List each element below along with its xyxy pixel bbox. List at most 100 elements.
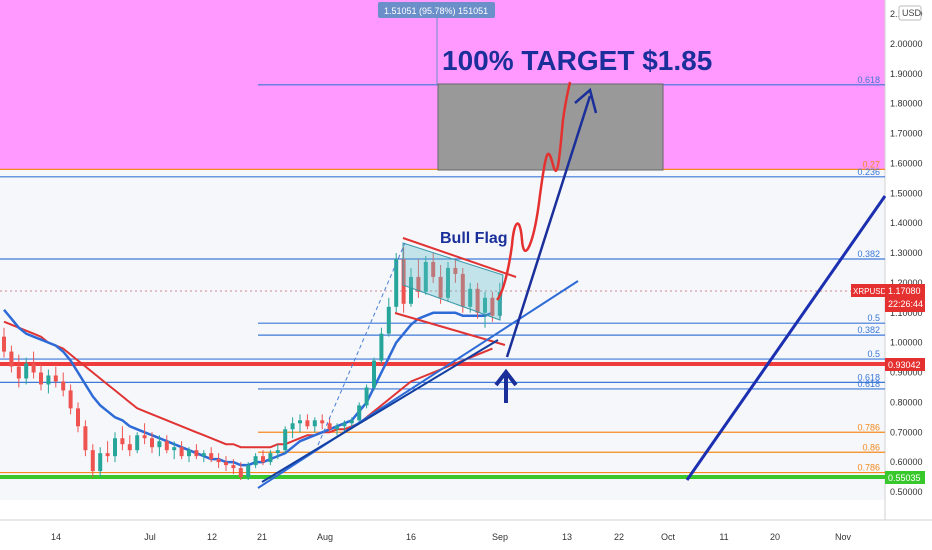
candle-body: [386, 306, 391, 334]
candle-body: [194, 450, 199, 457]
x-tick-label: 16: [406, 532, 416, 542]
flag-top-line: [402, 237, 517, 278]
fib-label: 0.618: [857, 372, 880, 382]
candles: [2, 247, 502, 481]
candle-body: [246, 465, 251, 478]
candle-body: [446, 267, 450, 298]
candle-body: [24, 363, 29, 379]
candle-body: [179, 447, 184, 457]
candle-body: [372, 360, 376, 388]
support-price-tag: [885, 358, 925, 371]
fib-label: 0.618: [857, 379, 880, 389]
candle-body: [83, 426, 88, 451]
candle-body: [283, 429, 288, 451]
y-tick-label: 1.70000: [890, 129, 923, 139]
fib-levels: 0.6180.270.2360.3820.50.3820.50.6180.618…: [0, 75, 885, 474]
candle-body: [16, 366, 21, 379]
candle-body: [290, 423, 295, 430]
target-arrow-line: [505, 95, 592, 358]
candle-body: [438, 276, 443, 298]
y-tick-label: 1.20000: [890, 278, 923, 288]
y-tick-label: 1.90000: [890, 69, 923, 79]
candle-body: [238, 468, 243, 478]
candle-body: [394, 258, 399, 307]
price-tag-symbol: XRPUSD: [853, 287, 887, 296]
x-tick-label: 14: [51, 532, 61, 542]
candle-body: [416, 276, 421, 292]
y-tick-label: 0.60000: [890, 457, 923, 467]
green-price-value: 0.55035: [888, 473, 921, 483]
candle-body: [76, 408, 80, 427]
bull-flag-label: Bull Flag: [440, 230, 508, 247]
price-tag: [851, 284, 885, 297]
candle-body: [68, 390, 73, 409]
x-tick-label: Oct: [661, 532, 676, 542]
y-tick-label: 2.00000: [890, 39, 923, 49]
x-tick-label: 21: [257, 532, 267, 542]
fib-label: 0.786: [857, 422, 880, 432]
long-trendline: [685, 195, 887, 481]
candle-body: [320, 420, 325, 424]
bull-flag-box: [402, 242, 504, 321]
candle-body: [98, 453, 103, 472]
tooltip-text: 1.51051 (95.78%) 151051: [384, 6, 488, 16]
candle-body: [497, 291, 502, 316]
target-title: 100% TARGET $1.85: [442, 45, 712, 76]
candle-body: [157, 441, 162, 448]
x-tick-label: 11: [719, 532, 728, 542]
price-tag-value: 1.17080: [888, 286, 921, 296]
candle-body: [468, 288, 473, 307]
candle-body: [275, 450, 280, 454]
target-arrow-head: [574, 87, 598, 114]
candle-body: [127, 444, 132, 451]
candle-body: [113, 438, 117, 457]
ascending-trendline-2: [261, 339, 499, 483]
fib-label: 0.86: [862, 442, 880, 452]
y-tick-label: 1.60000: [890, 158, 923, 168]
y-tick-label: 0.90000: [890, 368, 923, 378]
candle-body: [172, 447, 177, 451]
usd-badge: [898, 5, 922, 21]
candle-body: [475, 288, 480, 313]
candle-body: [164, 441, 169, 451]
usd-label: USD: [902, 8, 922, 18]
candle-body: [61, 381, 66, 391]
fib-label: 0.236: [857, 167, 880, 177]
candle-body: [349, 420, 354, 424]
candle-body: [423, 261, 428, 292]
fib-label: 0.382: [857, 249, 880, 259]
support-price-value: 0.93042: [888, 360, 921, 370]
candle-body: [490, 297, 495, 316]
candle-body: [31, 363, 36, 373]
candle-body: [142, 435, 147, 439]
candle-body: [335, 426, 339, 430]
candle-body: [357, 405, 362, 421]
fib-label: 0.5: [867, 313, 880, 323]
candle-body: [216, 459, 221, 463]
candle-body: [327, 423, 332, 430]
candle-body: [483, 297, 487, 313]
candle-body: [135, 435, 140, 451]
fib-label: 0.786: [857, 463, 880, 473]
candle-body: [201, 453, 206, 457]
projection-path: [495, 81, 572, 301]
y-tick-label: 1.10000: [890, 308, 923, 318]
candle-body: [261, 456, 265, 463]
up-arrow-icon: [494, 368, 518, 403]
fib-label: 0.382: [857, 325, 880, 335]
x-tick-label: Sep: [492, 532, 508, 542]
candle-body: [298, 420, 302, 424]
candle-body: [460, 273, 465, 307]
candle-body: [305, 420, 310, 427]
x-tick-label: Nov: [835, 532, 852, 542]
green-price-tag: [885, 471, 925, 484]
candle-body: [39, 372, 43, 385]
x-tick-label: 13: [562, 532, 572, 542]
y-tick-label: 1.40000: [890, 218, 923, 228]
candle-body: [342, 423, 347, 427]
candle-body: [150, 438, 154, 448]
price-tag-countdown: 22:26:44: [888, 299, 923, 309]
y-tick-label: 0.80000: [890, 397, 923, 407]
candle-body: [209, 453, 214, 460]
